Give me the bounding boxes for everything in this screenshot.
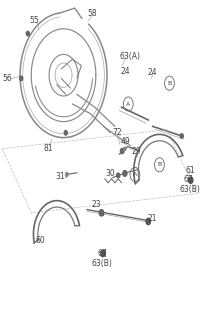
Text: 21: 21 xyxy=(147,214,157,223)
Text: A: A xyxy=(126,101,130,107)
Text: 63(B): 63(B) xyxy=(91,259,112,268)
Text: 31: 31 xyxy=(56,172,66,181)
Text: 58: 58 xyxy=(88,9,97,18)
Text: 63(A): 63(A) xyxy=(120,52,140,61)
Text: B: B xyxy=(167,81,172,86)
Circle shape xyxy=(146,218,151,225)
Text: 29: 29 xyxy=(132,147,142,156)
Circle shape xyxy=(99,210,104,216)
Circle shape xyxy=(20,76,23,81)
Text: 67: 67 xyxy=(98,249,107,258)
Text: 63(B): 63(B) xyxy=(180,185,200,194)
Text: A: A xyxy=(133,172,137,177)
Text: 72: 72 xyxy=(112,128,122,137)
Text: B: B xyxy=(157,162,162,167)
Circle shape xyxy=(180,134,183,138)
Circle shape xyxy=(117,173,120,178)
Text: 81: 81 xyxy=(43,144,53,153)
Text: 30: 30 xyxy=(105,169,115,178)
Text: 60: 60 xyxy=(36,236,45,245)
Circle shape xyxy=(66,172,68,176)
Text: 24: 24 xyxy=(148,68,158,77)
Text: 56: 56 xyxy=(2,74,12,83)
Text: 67: 67 xyxy=(183,175,193,184)
Circle shape xyxy=(188,177,193,183)
Circle shape xyxy=(101,250,105,257)
Circle shape xyxy=(123,171,127,176)
Circle shape xyxy=(124,147,126,150)
Text: 23: 23 xyxy=(91,200,101,209)
Text: 24: 24 xyxy=(121,67,130,76)
Circle shape xyxy=(26,31,29,36)
Text: 55: 55 xyxy=(30,16,39,25)
Circle shape xyxy=(120,148,124,154)
Text: 49: 49 xyxy=(121,137,131,146)
Circle shape xyxy=(64,131,67,135)
Text: 61: 61 xyxy=(185,166,195,175)
